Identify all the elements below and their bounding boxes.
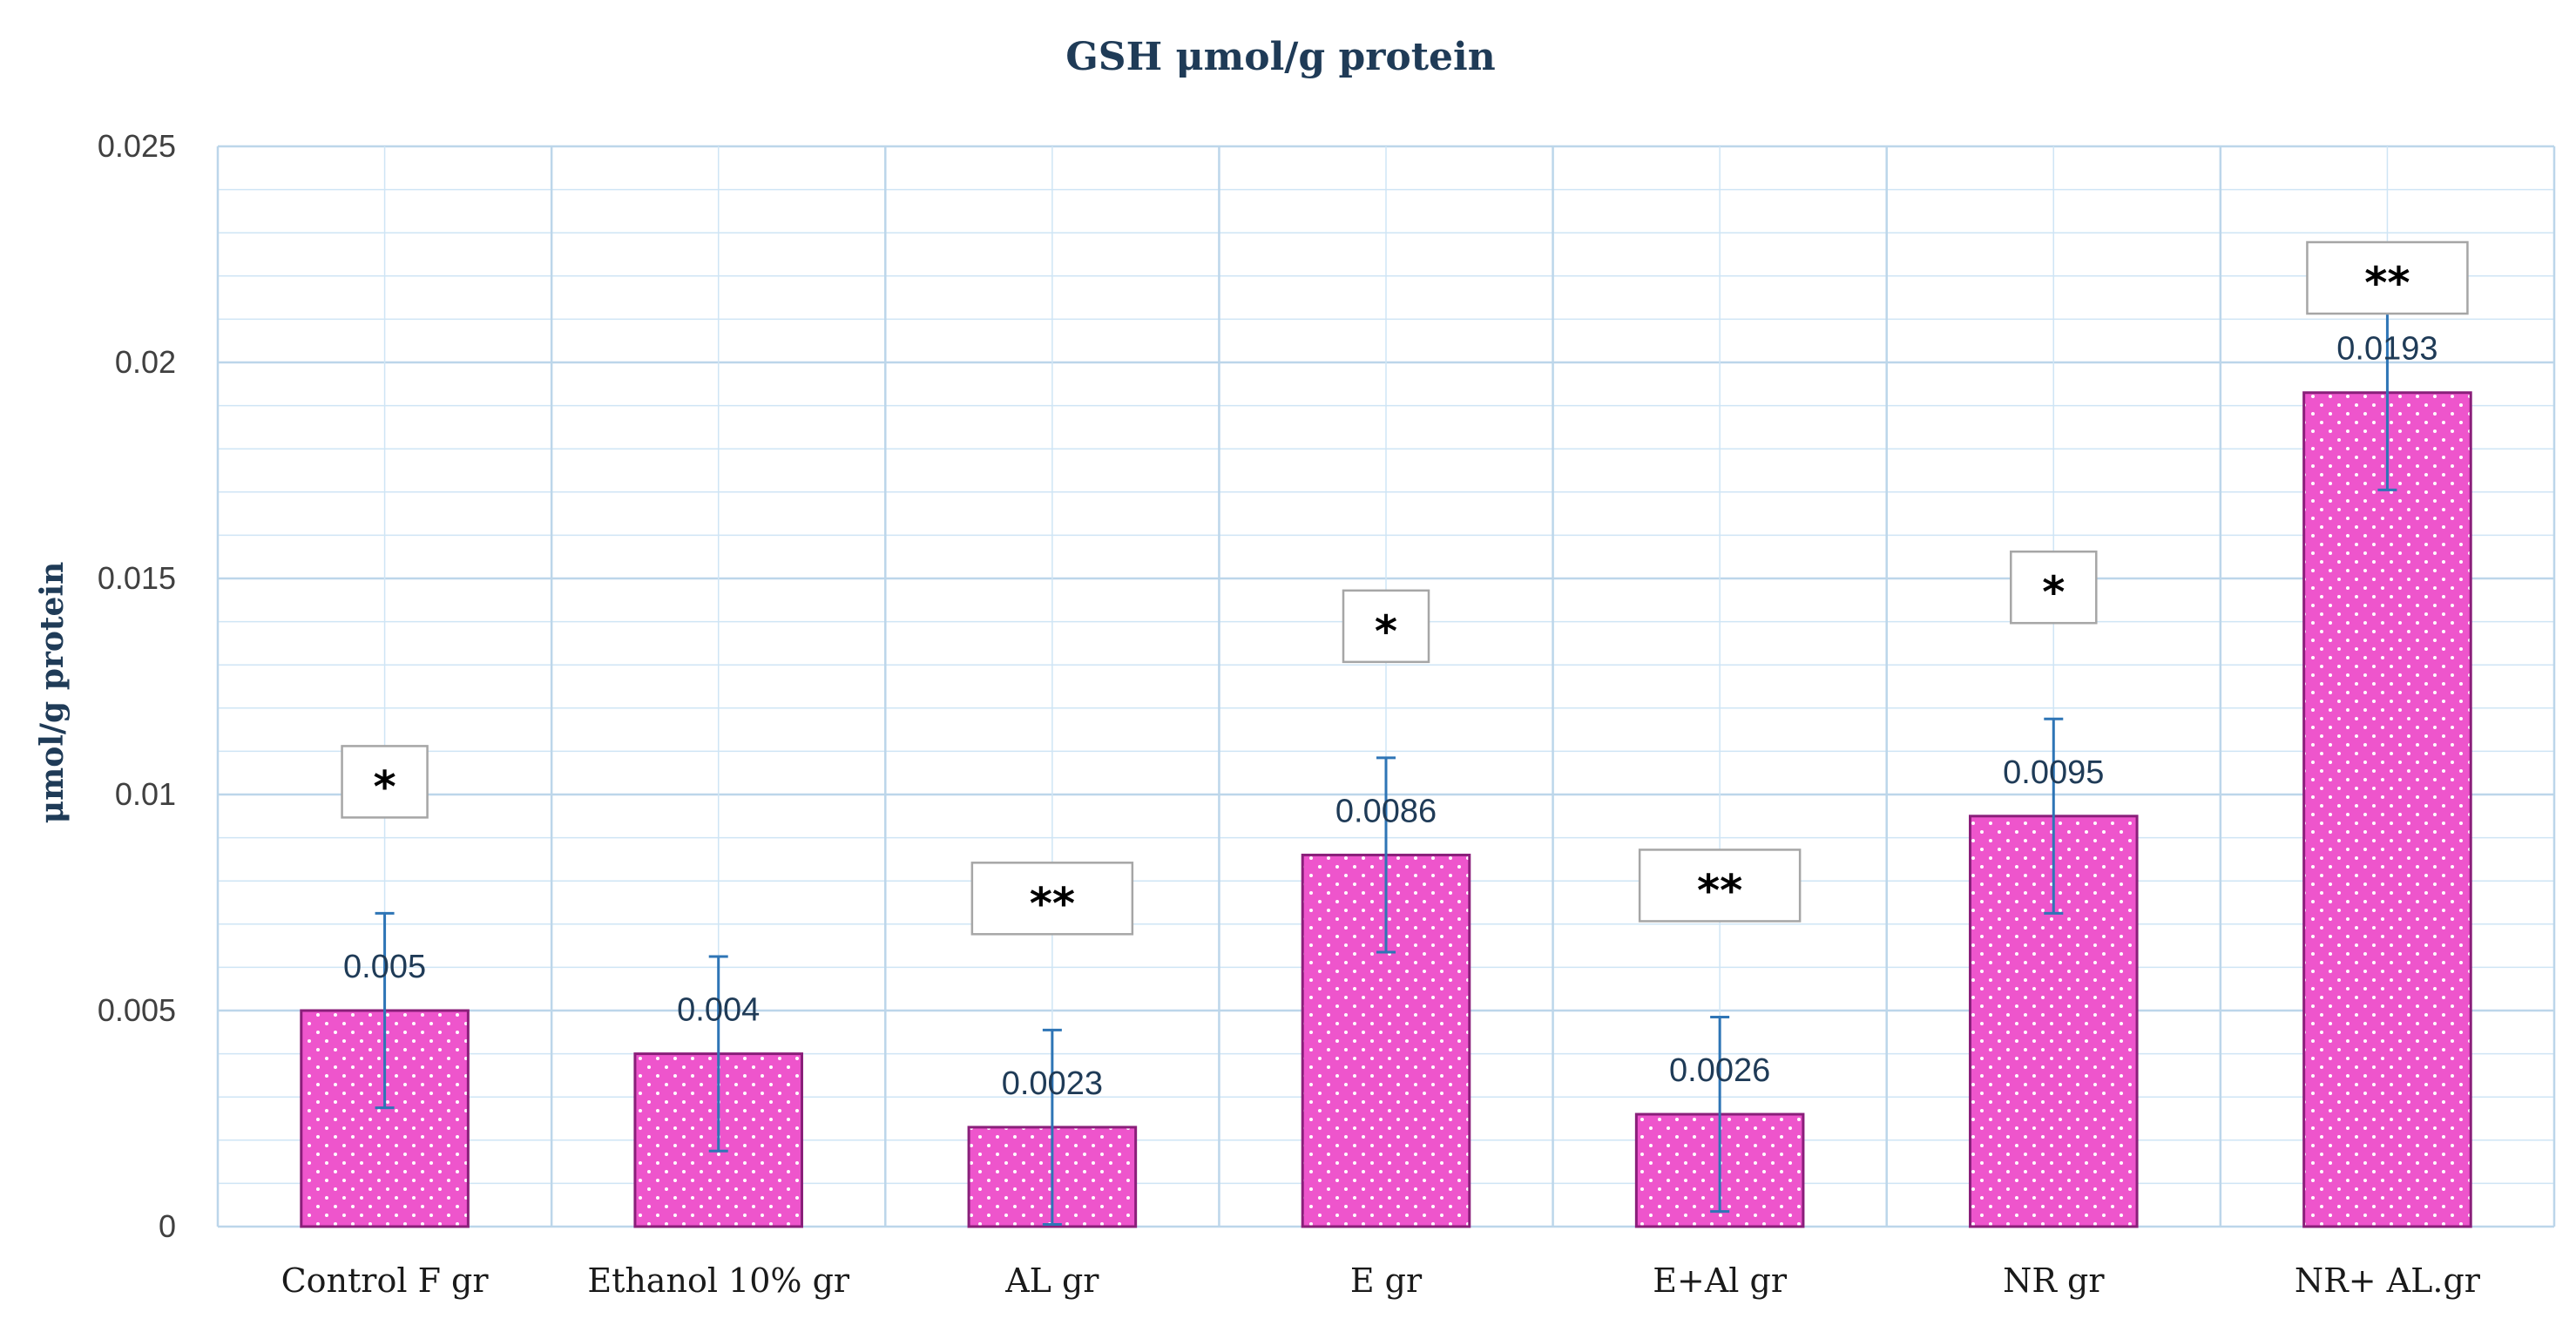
data-label: 0.0026 — [1669, 1052, 1770, 1089]
x-tick-label: NR+ AL.gr — [2295, 1261, 2481, 1300]
x-tick-label: E gr — [1350, 1261, 1423, 1300]
data-label: 0.0193 — [2336, 331, 2437, 368]
y-tick-label: 0.005 — [98, 992, 176, 1028]
significance-text: ** — [2364, 258, 2410, 308]
significance-marker: * — [1342, 589, 1430, 664]
significance-marker: ** — [970, 862, 1134, 936]
data-label: 0.0023 — [1002, 1065, 1103, 1102]
y-tick-label: 0.015 — [98, 560, 176, 596]
significance-text: * — [1375, 606, 1397, 657]
significance-box — [1638, 849, 1802, 923]
significance-text: ** — [1030, 878, 1075, 929]
y-tick-label: 0.025 — [98, 128, 176, 164]
significance-text: * — [2042, 567, 2065, 618]
data-label: 0.005 — [343, 949, 426, 985]
significance-marker: ** — [2306, 240, 2469, 315]
y-axis-label: μmol/g protein — [34, 562, 71, 824]
chart-title: GSH μmol/g protein — [1065, 35, 1496, 79]
significance-box — [341, 745, 429, 819]
x-tick-label: E+Al gr — [1653, 1261, 1788, 1300]
bar — [2302, 391, 2472, 1228]
data-label: 0.004 — [677, 992, 760, 1029]
x-tick-label: AL gr — [1004, 1261, 1099, 1300]
y-tick-label: 0.02 — [115, 344, 176, 380]
significance-text: ** — [1697, 865, 1742, 916]
data-label: 0.0086 — [1335, 793, 1437, 829]
y-tick-label: 0 — [159, 1208, 176, 1244]
significance-text: * — [373, 761, 396, 812]
significance-box — [1342, 589, 1430, 664]
x-tick-label: NR gr — [2003, 1261, 2105, 1300]
data-label: 0.0095 — [2003, 754, 2104, 791]
significance-marker: * — [341, 745, 429, 819]
significance-marker: * — [2010, 550, 2098, 625]
bars — [300, 294, 2472, 1228]
y-tick-label: 0.01 — [115, 776, 176, 812]
labels: 0 0.005 0.01 0.015 0.02 0.025 0.005 Control F g… — [98, 128, 2481, 1300]
x-tick-label: Control F gr — [281, 1261, 490, 1300]
significance-box — [2010, 550, 2098, 625]
significance-box — [2306, 240, 2469, 315]
significance-marker: ** — [1638, 849, 1802, 923]
significance-box — [970, 862, 1134, 936]
x-tick-label: Ethanol 10% gr — [587, 1261, 850, 1300]
